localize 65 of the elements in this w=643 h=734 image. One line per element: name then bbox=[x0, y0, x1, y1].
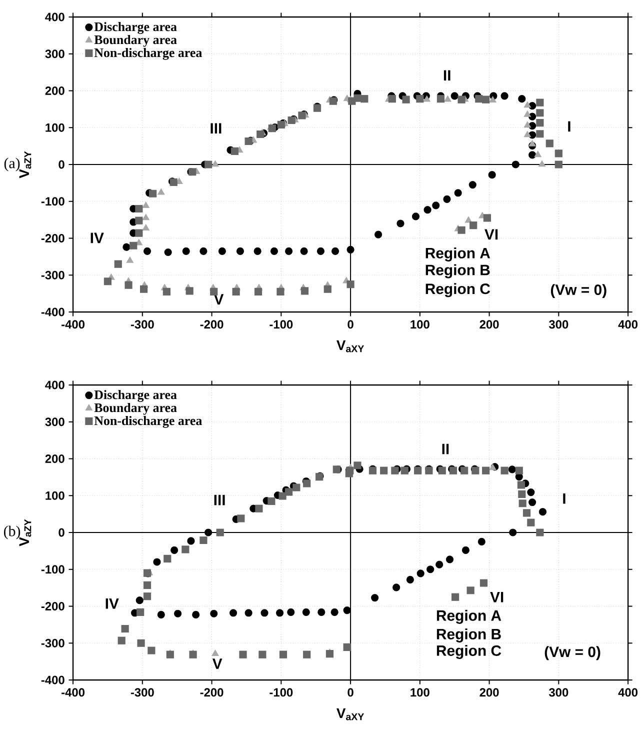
legend-label: Non-discharge area bbox=[94, 416, 202, 428]
legend-label: Discharge area bbox=[94, 390, 177, 402]
x-tick-label: -200 bbox=[200, 688, 224, 697]
x-tick-label: -300 bbox=[130, 320, 154, 329]
x-axis-title: V$_{aXY}$ bbox=[336, 708, 364, 720]
annotation: IV bbox=[90, 232, 104, 244]
x-tick-label: -300 bbox=[130, 688, 154, 697]
x-tick-label: 0 bbox=[348, 320, 354, 329]
annotation: IV bbox=[106, 598, 119, 609]
y-tick-label: 200 bbox=[45, 454, 64, 463]
x-tick-label: -100 bbox=[270, 320, 293, 329]
annotation: Region C bbox=[426, 283, 490, 298]
y-tick-label: 400 bbox=[45, 380, 64, 390]
y-tick-label: -400 bbox=[41, 676, 64, 684]
y-tick-label: -100 bbox=[41, 565, 64, 574]
y-tick-label: -200 bbox=[41, 234, 64, 242]
y-tick-label: -300 bbox=[41, 270, 64, 280]
x-tick-label: 100 bbox=[410, 688, 430, 697]
annotation: II bbox=[442, 444, 449, 454]
annotation: Region B bbox=[426, 264, 490, 278]
annotation: Region A bbox=[426, 247, 490, 262]
x-tick-label: 300 bbox=[548, 688, 568, 697]
annotation: III bbox=[210, 123, 222, 134]
y-tick-label: 400 bbox=[45, 12, 64, 22]
annotation: V bbox=[212, 658, 222, 669]
y-tick-label: 200 bbox=[45, 86, 64, 95]
y-tick-label: -400 bbox=[41, 308, 64, 316]
annotation: III bbox=[214, 494, 225, 506]
x-tick-label: 200 bbox=[480, 688, 499, 697]
legend-label: Non-discharge area bbox=[94, 48, 202, 60]
y-axis-title: V$_{aZY}$ bbox=[19, 151, 32, 178]
y-axis-title: V$_{aZY}$ bbox=[19, 519, 32, 546]
x-axis-title: V$_{aXY}$ bbox=[336, 340, 364, 352]
annotation: (Vw = 0) bbox=[544, 646, 600, 660]
x-tick-label: 400 bbox=[618, 688, 638, 697]
annotation: II bbox=[444, 70, 450, 81]
x-tick-label: 100 bbox=[410, 320, 430, 329]
y-tick-label: 0 bbox=[58, 528, 64, 537]
x-tick-label: 200 bbox=[480, 320, 499, 329]
x-tick-label: -100 bbox=[270, 688, 293, 697]
legend-label: Boundary area bbox=[94, 403, 177, 415]
annotation: Region B bbox=[436, 628, 501, 642]
y-tick-label: -100 bbox=[41, 197, 64, 206]
annotation: (Vw = 0) bbox=[550, 284, 606, 298]
annotation: I bbox=[568, 121, 570, 132]
annotation: VI bbox=[484, 229, 498, 240]
y-tick-label: -300 bbox=[41, 638, 64, 648]
x-tick-label: 300 bbox=[548, 320, 568, 329]
y-tick-label: 100 bbox=[46, 123, 64, 132]
text: (b) bbox=[4, 526, 20, 540]
y-tick-label: 300 bbox=[45, 418, 64, 426]
x-tick-label: -200 bbox=[200, 320, 224, 329]
y-tick-label: 0 bbox=[58, 160, 64, 169]
annotation: VI bbox=[490, 592, 504, 602]
y-tick-label: -200 bbox=[41, 602, 64, 610]
y-tick-label: 300 bbox=[45, 50, 64, 58]
annotation: I bbox=[563, 493, 566, 504]
annotation: Region C bbox=[436, 644, 502, 659]
text: (a) bbox=[4, 158, 20, 172]
x-tick-label: 400 bbox=[618, 320, 638, 329]
legend-label: Discharge area bbox=[94, 22, 177, 34]
y-tick-label: 100 bbox=[46, 491, 64, 500]
legend-label: Boundary area bbox=[94, 35, 177, 47]
annotation: Region A bbox=[436, 610, 502, 624]
x-tick-label: 0 bbox=[348, 688, 354, 697]
